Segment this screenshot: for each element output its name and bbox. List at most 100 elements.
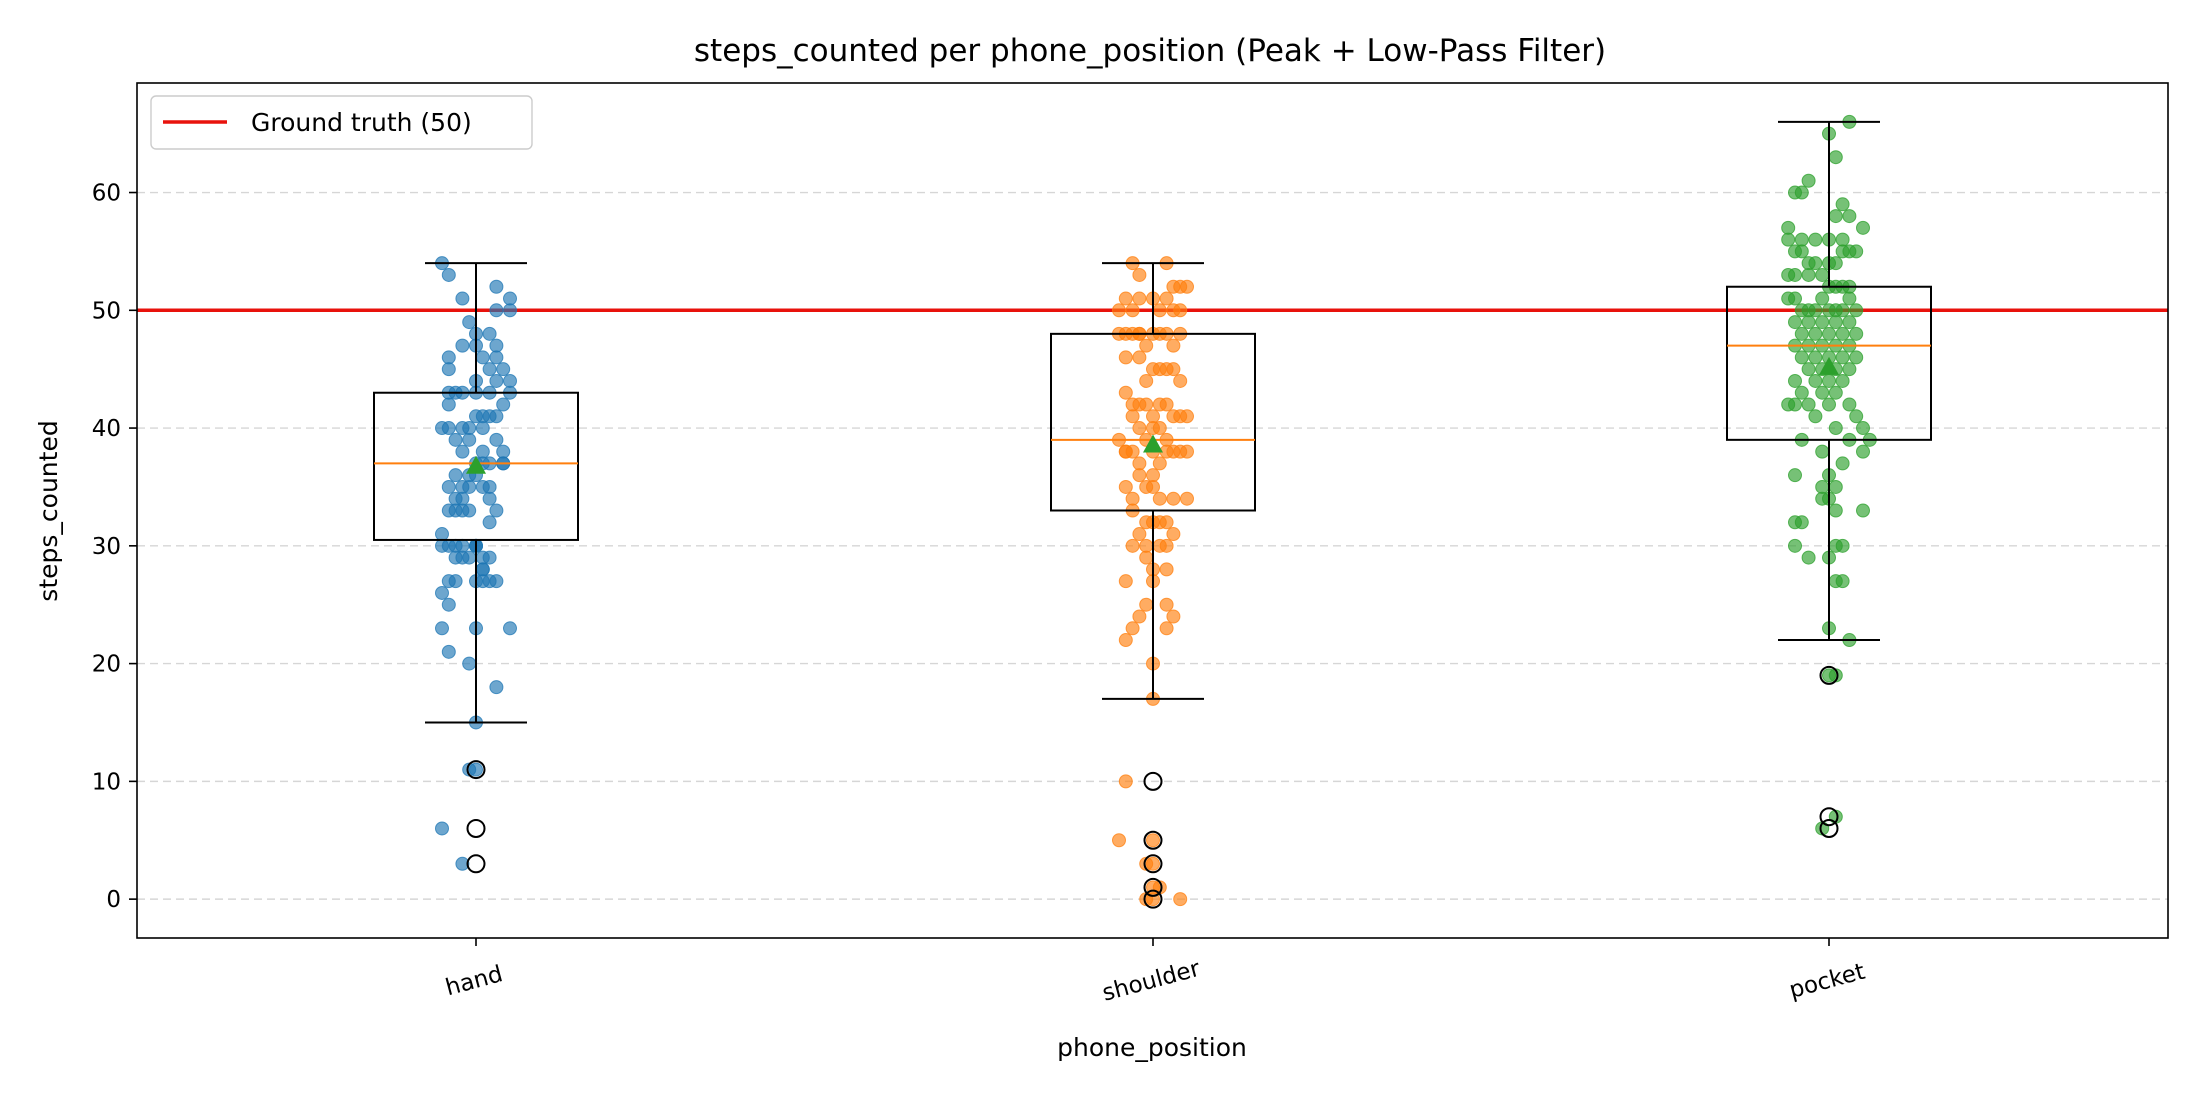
data-point-shoulder-84 [1118,574,1133,589]
data-point-pocket-6 [1835,197,1850,212]
data-point-shoulder-43 [1180,409,1194,424]
data-point-hand-81 [435,585,449,600]
y-axis-label: steps_counted [34,420,63,601]
data-point-shoulder-34 [1118,385,1133,400]
data-point-shoulder-81 [1139,550,1154,565]
x-tick-label-shoulder: shoulder [1100,956,1204,1007]
x-axis-label: phone_position [1057,1033,1247,1062]
data-point-pocket-87 [1856,444,1870,459]
legend-label-ground-truth: Ground truth (50) [251,108,472,137]
data-point-shoulder-83 [1159,562,1174,577]
outlier-hand-2 [466,854,486,874]
data-point-pocket-64 [1801,362,1816,377]
data-point-shoulder-67 [1180,491,1194,506]
data-point-pocket-49 [1794,326,1809,341]
data-point-pocket-53 [1849,326,1864,341]
data-point-hand-6 [489,303,504,318]
data-point-pocket-47 [1828,315,1843,330]
data-point-pocket-9 [1856,220,1870,235]
data-point-pocket-82 [1828,421,1843,436]
data-point-pocket-45 [1801,315,1816,330]
data-point-pocket-34 [1788,291,1802,306]
data-point-hand-3 [489,279,504,294]
data-point-shoulder-87 [1166,609,1181,624]
data-point-hand-82 [441,597,456,612]
data-point-hand-1 [441,267,456,282]
data-point-hand-13 [475,350,490,365]
data-point-shoulder-95 [1118,774,1133,789]
data-point-hand-87 [503,621,517,636]
data-point-hand-100 [475,444,490,459]
data-point-pocket-68 [1788,373,1802,388]
data-point-pocket-19 [1808,256,1823,271]
data-point-pocket-67 [1842,362,1857,377]
data-point-hand-78 [455,550,470,565]
legend: Ground truth (50) [150,95,533,150]
data-point-hand-37 [489,409,504,424]
data-point-shoulder-47 [1152,421,1167,436]
data-point-shoulder-33 [1139,373,1154,388]
data-point-shoulder-31 [1166,362,1181,377]
data-point-pocket-24 [1849,244,1864,259]
data-point-shoulder-14 [1173,303,1188,318]
data-point-pocket-72 [1794,385,1809,400]
data-point-hand-62 [455,503,470,518]
data-point-pocket-60 [1794,350,1809,365]
data-point-hand-76 [482,550,497,565]
data-point-pocket-10 [1781,220,1796,235]
data-point-hand-66 [441,503,456,518]
chart-title: steps_counted per phone_position (Peak +… [694,33,1606,69]
legend-box [150,95,533,150]
data-point-pocket-38 [1815,291,1830,306]
data-point-pocket-5 [1788,185,1802,200]
data-point-pocket-102 [1835,538,1850,553]
data-point-hand-14 [482,362,497,377]
data-point-hand-46 [448,468,463,483]
data-point-shoulder-9 [1152,303,1167,318]
data-point-pocket-59 [1849,350,1864,365]
jitter-points [435,114,1877,907]
outlier-pocket-1 [1819,807,1839,827]
data-point-pocket-71 [1835,373,1850,388]
data-point-shoulder-102 [1173,892,1188,907]
data-point-hand-17 [482,326,497,341]
data-point-hand-95 [469,762,483,777]
data-point-pocket-83 [1856,421,1870,436]
data-point-hand-25 [441,397,456,412]
data-point-shoulder-53 [1125,444,1140,459]
data-point-hand-58 [482,515,497,530]
data-point-pocket-80 [1849,409,1864,424]
outlier-hand-1 [466,818,486,838]
data-point-pocket-2 [1828,150,1843,165]
data-point-shoulder-90 [1125,621,1140,636]
data-point-pocket-44 [1788,315,1802,330]
data-point-pocket-15 [1835,232,1850,247]
data-point-pocket-81 [1808,409,1823,424]
data-point-pocket-21 [1828,256,1843,271]
data-point-shoulder-88 [1139,597,1154,612]
data-point-hand-7 [462,315,477,330]
data-point-hand-88 [489,680,504,695]
data-point-shoulder-76 [1132,527,1147,542]
data-point-pocket-74 [1828,385,1843,400]
data-point-shoulder-32 [1173,373,1188,388]
data-point-hand-70 [455,538,470,553]
data-point-hand-34 [475,421,490,436]
data-point-hand-96 [435,821,449,836]
mean-marker-shoulder [1143,434,1163,453]
mean-marker-hand [466,455,486,474]
data-point-shoulder-61 [1132,468,1147,483]
data-point-pocket-51 [1822,326,1836,341]
data-point-pocket-93 [1815,479,1830,494]
data-point-shoulder-54 [1132,456,1147,471]
data-point-shoulder-86 [1159,597,1174,612]
x-axis-ticks: hand shoulder pocket [443,938,1868,1007]
data-point-shoulder-7 [1132,291,1147,306]
y-tick-label-20: 20 [92,652,121,678]
data-point-shoulder-77 [1139,538,1154,553]
data-point-shoulder-45 [1132,421,1147,436]
mean-marker-pocket [1819,356,1839,375]
data-point-shoulder-60 [1180,444,1194,459]
boxes [373,120,1932,909]
data-point-hand-28 [448,432,463,447]
